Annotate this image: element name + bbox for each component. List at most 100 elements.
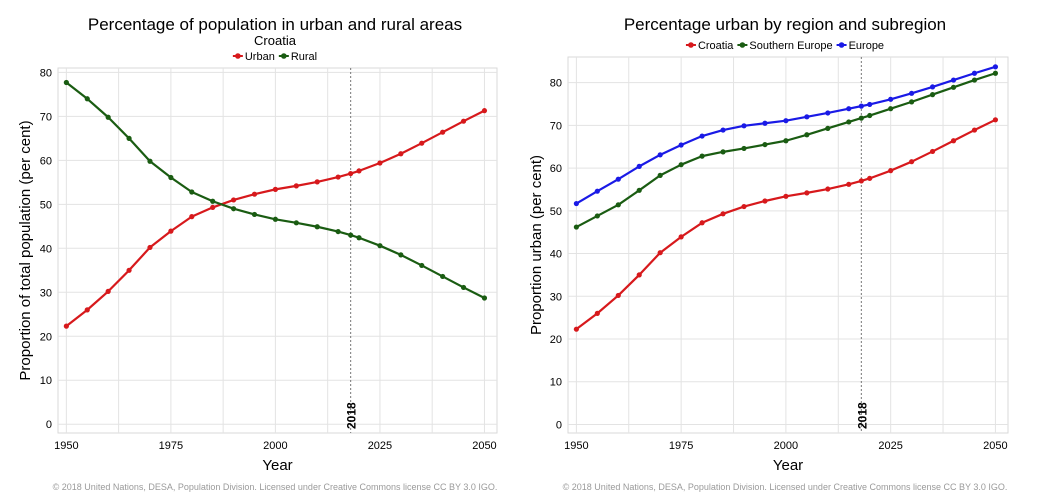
x-tick-label: 1975 (159, 440, 183, 452)
data-point (699, 133, 705, 139)
data-point (210, 198, 216, 204)
data-point (992, 64, 999, 70)
y-tick-label: 40 (40, 243, 52, 255)
data-point (888, 106, 894, 112)
data-point (657, 172, 663, 178)
data-point (909, 90, 915, 96)
data-point (481, 295, 488, 301)
data-point (314, 224, 320, 230)
data-point (699, 153, 705, 159)
data-point (594, 213, 600, 219)
y-tick-label: 50 (550, 206, 562, 218)
x-axis-title: Year (262, 457, 292, 474)
data-point (63, 323, 69, 329)
y-tick-label: 50 (40, 199, 52, 211)
data-point (398, 252, 404, 258)
data-point (950, 84, 957, 90)
data-point (858, 178, 864, 184)
chart-urban-rural: Percentage of population in urban and ru… (17, 15, 498, 492)
data-point (573, 326, 579, 332)
legend-item: Urban (232, 51, 275, 63)
data-point (783, 118, 789, 124)
y-tick-label: 0 (46, 419, 52, 431)
data-point (929, 84, 936, 90)
series-group (573, 64, 999, 332)
data-point (678, 142, 684, 148)
y-tick-label: 70 (40, 111, 52, 123)
data-point (971, 127, 978, 133)
data-point (231, 206, 237, 212)
legend-swatch-dot (739, 42, 746, 48)
data-point (84, 307, 90, 313)
y-axis-title: Proportion of total population (per cent… (17, 120, 34, 380)
data-point (909, 159, 915, 165)
x-tick-label: 2025 (368, 440, 392, 452)
data-point (147, 158, 153, 164)
data-point (846, 181, 852, 187)
data-point (657, 152, 663, 158)
data-point (804, 132, 810, 138)
data-point (377, 160, 383, 166)
x-tick-label: 2050 (472, 440, 496, 452)
plot-area (57, 67, 498, 434)
data-point (594, 188, 600, 194)
y-tick-label: 70 (550, 120, 562, 132)
y-tick-label: 20 (40, 331, 52, 343)
data-point (992, 70, 999, 76)
data-point (971, 77, 978, 83)
data-point (678, 162, 684, 168)
legend-item: Rural (278, 51, 317, 63)
data-point (678, 234, 684, 240)
x-tick-label: 1950 (564, 440, 588, 452)
legend-label: Urban (245, 51, 275, 63)
y-tick-label: 30 (40, 287, 52, 299)
data-point (272, 186, 279, 192)
chart-title: Percentage urban by region and subregion (624, 15, 946, 34)
plot-area (567, 56, 1009, 434)
data-point (636, 272, 642, 278)
data-point (147, 244, 153, 251)
x-tick-label: 1950 (54, 440, 78, 452)
data-point (783, 193, 789, 199)
data-point (440, 273, 446, 280)
data-point (867, 175, 873, 181)
data-point (762, 120, 768, 126)
y-tick-label: 10 (40, 375, 52, 387)
y-axis-title: Proportion urban (per cent) (528, 155, 545, 335)
data-point (460, 284, 467, 291)
data-point (440, 129, 446, 135)
data-point (356, 235, 362, 241)
data-point (126, 135, 132, 141)
legend-item: Croatia (685, 40, 734, 52)
data-point (615, 292, 621, 299)
data-point (377, 243, 383, 249)
data-point (272, 216, 279, 222)
legend-swatch-dot (688, 42, 694, 48)
data-point (762, 198, 768, 204)
data-point (825, 125, 831, 131)
data-point (804, 114, 810, 120)
data-point (573, 200, 579, 207)
data-point (314, 179, 320, 185)
chart-region-subregion: Percentage urban by region and subregion… (528, 15, 1009, 492)
data-point (720, 127, 726, 133)
legend-item: Southern Europe (737, 40, 833, 52)
data-point (210, 204, 216, 211)
x-tick-label: 2000 (263, 440, 287, 452)
y-axis: 0 10 20 30 40 50 60 70 80 (550, 78, 562, 432)
y-tick-label: 80 (40, 67, 52, 79)
data-point (825, 110, 831, 116)
legend-swatch-dot (838, 42, 845, 48)
data-point (636, 163, 642, 169)
data-point (481, 108, 488, 114)
data-point (909, 99, 915, 105)
data-point (846, 106, 852, 112)
data-point (741, 145, 747, 152)
data-point (419, 140, 425, 146)
y-tick-label: 80 (550, 78, 562, 90)
data-point (460, 118, 467, 124)
data-point (971, 70, 978, 76)
y-tick-label: 0 (556, 419, 562, 431)
gridlines (568, 57, 1008, 433)
